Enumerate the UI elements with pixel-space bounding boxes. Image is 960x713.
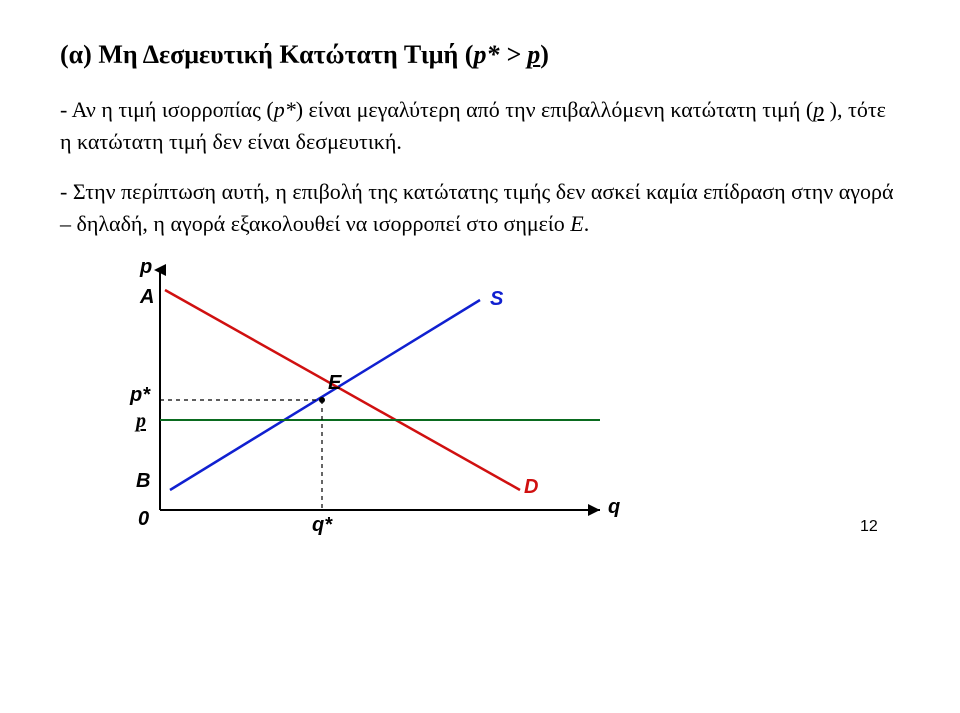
title-suffix: ) [540,40,549,69]
chart-label-A: A [140,286,154,309]
chart-label-p: p [140,256,152,279]
p1-pbar: p [813,97,824,122]
chart-label-D: D [524,476,538,499]
title-pbar: p [527,40,540,69]
p1-t2: ) είναι μεγαλύτερη από την επιβαλλόμενη … [296,97,813,122]
p2-t2: . [584,211,590,236]
chart-label-B: B [136,470,150,493]
p1-t1: - Αν η τιμή ισορροπίας ( [60,97,274,122]
title-pstar: p* [473,40,499,69]
chart-label-E: E [328,372,341,395]
chart-label-pbar: p [136,410,146,433]
chart-container: 12 pASEp*pBD0q*q [100,260,660,560]
chart-label-pstar: p* [130,384,150,407]
price-floor-chart [100,260,660,540]
title-prefix: (α) Μη Δεσμευτική Κατώτατη Τιμή ( [60,40,473,69]
chart-label-qstar: q* [312,514,332,537]
paragraph-2: - Στην περίπτωση αυτή, η επιβολή της κατ… [60,176,900,240]
section-title: (α) Μη Δεσμευτική Κατώτατη Τιμή (p* > p) [60,40,900,70]
p2-t1: - Στην περίπτωση αυτή, η επιβολή της κατ… [60,179,894,236]
paragraph-1: - Αν η τιμή ισορροπίας (p*) είναι μεγαλύ… [60,94,900,158]
chart-label-zero: 0 [138,508,149,531]
p2-E: Ε [570,211,583,236]
title-gt: > [506,40,521,69]
page-number: 12 [860,518,878,536]
chart-label-q: q [608,496,620,519]
p1-pstar: p* [274,97,296,122]
chart-label-S: S [490,288,503,311]
